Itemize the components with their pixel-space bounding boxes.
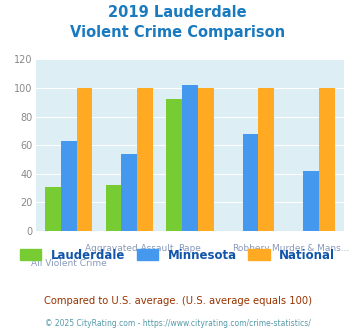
Bar: [106, 185, 121, 231]
Bar: [166, 99, 182, 231]
Bar: [45, 187, 61, 231]
Text: Violent Crime Comparison: Violent Crime Comparison: [70, 25, 285, 40]
Bar: [121, 154, 137, 231]
Legend: Lauderdale, Minnesota, National: Lauderdale, Minnesota, National: [15, 244, 340, 266]
Bar: [258, 88, 274, 231]
Text: Murder & Mans...: Murder & Mans...: [272, 244, 350, 253]
Text: Aggravated Assault: Aggravated Assault: [85, 244, 174, 253]
Text: Rape: Rape: [179, 244, 201, 253]
Bar: [182, 85, 198, 231]
Bar: [303, 171, 319, 231]
Bar: [137, 88, 153, 231]
Text: All Violent Crime: All Violent Crime: [31, 259, 107, 268]
Text: 2019 Lauderdale: 2019 Lauderdale: [108, 5, 247, 20]
Bar: [77, 88, 92, 231]
Text: Compared to U.S. average. (U.S. average equals 100): Compared to U.S. average. (U.S. average …: [44, 296, 311, 306]
Text: © 2025 CityRating.com - https://www.cityrating.com/crime-statistics/: © 2025 CityRating.com - https://www.city…: [45, 319, 310, 328]
Bar: [242, 134, 258, 231]
Text: Robbery: Robbery: [232, 244, 269, 253]
Bar: [198, 88, 214, 231]
Bar: [61, 141, 77, 231]
Bar: [319, 88, 335, 231]
